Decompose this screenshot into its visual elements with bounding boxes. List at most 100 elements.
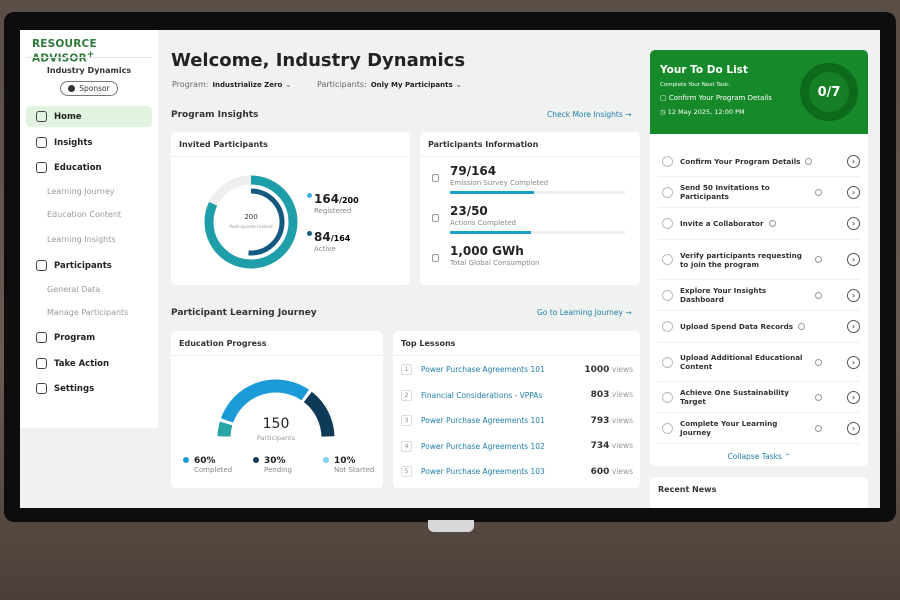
chevron-right-circle-icon[interactable]: › (847, 390, 860, 404)
gauge-segment (220, 379, 309, 423)
lesson-title-link[interactable]: Power Purchase Agreements 102 (421, 441, 545, 451)
active-total: /164 (330, 234, 351, 243)
lesson-views: 600 views (591, 467, 633, 477)
task-item[interactable]: Explore Your Insights Dashboard › (658, 280, 860, 311)
registered-stat: 164/200 Registered (307, 188, 359, 215)
collapse-label: Collapse Tasks (727, 452, 782, 461)
sidebar-item[interactable]: Participants (26, 255, 152, 276)
lesson-row[interactable]: 3 Power Purchase Agreements 101 793 views (401, 415, 633, 426)
help-icon[interactable] (815, 424, 822, 432)
sidebar-item[interactable]: Home (26, 106, 152, 127)
task-item[interactable]: Confirm Your Program Details › (658, 146, 860, 177)
lesson-row[interactable]: 5 Power Purchase Agreements 103 600 views (401, 466, 633, 477)
task-checkbox[interactable] (662, 254, 673, 265)
lesson-title-link[interactable]: Power Purchase Agreements 101 (421, 416, 545, 425)
chevron-right-circle-icon[interactable]: › (847, 421, 860, 435)
sidebar-subitem[interactable]: Manage Participants (47, 308, 129, 317)
help-icon[interactable] (815, 291, 822, 299)
task-checkbox[interactable] (662, 356, 673, 368)
go-to-learning-journey-link[interactable]: Go to Learning Journey → (537, 308, 632, 317)
chevron-right-circle-icon[interactable]: › (847, 185, 860, 199)
lesson-title-link[interactable]: Power Purchase Agreements 103 (421, 467, 545, 476)
task-checkbox[interactable] (662, 218, 673, 229)
chevron-right-circle-icon[interactable]: › (847, 217, 860, 230)
lesson-row[interactable]: 1 Power Purchase Agreements 101 1000 views (401, 364, 633, 375)
screen: RESOURCE ADVISOR+ Industry Dynamics Spon… (20, 30, 880, 508)
next-task[interactable]: ▢ Confirm Your Program Details (660, 94, 772, 102)
lesson-row[interactable]: 4 Power Purchase Agreements 102 734 views (401, 440, 633, 452)
chevron-down-icon: ⌄ (284, 80, 292, 89)
sidebar-item[interactable]: Take Action (26, 353, 152, 374)
sidebar-item-label: Participants (54, 260, 112, 271)
legend-dot (253, 457, 259, 463)
sidebar-item[interactable]: Insights (26, 132, 152, 153)
task-checkbox[interactable] (662, 186, 673, 198)
sidebar-item[interactable]: Settings (26, 378, 152, 399)
sidebar-subitem[interactable]: Education Content (47, 210, 122, 219)
sidebar-item[interactable]: Education (26, 157, 152, 178)
task-item[interactable]: Verify participants requesting to join t… (658, 240, 860, 280)
list-icon (36, 332, 47, 343)
participants-icon (36, 260, 47, 271)
task-checkbox[interactable] (662, 155, 673, 167)
task-item[interactable]: Achieve One Sustainability Target › (658, 382, 860, 413)
program-filter[interactable]: Program: Industrialize Zero ⌄ (172, 80, 292, 89)
task-checkbox[interactable] (662, 289, 673, 301)
sidebar-item[interactable]: Program (26, 327, 152, 348)
lesson-title-link[interactable]: Financial Considerations - VPPAs (421, 390, 543, 400)
lesson-views: 1000 views (584, 365, 633, 375)
todo-header: Your To Do List Complete Your Next Task:… (650, 50, 868, 134)
gauge-segment (303, 391, 335, 437)
task-checkbox[interactable] (662, 321, 673, 332)
registered-arc (204, 175, 298, 269)
help-icon[interactable] (768, 220, 776, 227)
collapse-tasks-button[interactable]: Collapse Tasks ⌃ (650, 452, 868, 461)
task-count: 0/7 (817, 84, 841, 100)
task-item[interactable]: Upload Spend Data Records › (658, 311, 860, 343)
legend-dot (307, 231, 312, 236)
legend-dot (307, 193, 312, 198)
legend-pct: 30% (264, 456, 286, 466)
sidebar-item-label: Insights (54, 137, 93, 148)
clock-icon: ◷ (660, 108, 668, 116)
help-icon[interactable] (815, 256, 822, 263)
help-icon[interactable] (798, 323, 806, 330)
logo[interactable]: RESOURCE ADVISOR+ (32, 38, 158, 65)
clipboard-icon: ▢ (660, 94, 669, 102)
help-icon[interactable] (815, 358, 822, 366)
chevron-right-circle-icon[interactable]: › (847, 154, 860, 168)
lesson-row[interactable]: 2 Financial Considerations - VPPAs 803 vie… (401, 389, 633, 401)
chevron-right-circle-icon[interactable]: › (847, 320, 860, 333)
sidebar-item-label: Education (54, 162, 102, 173)
task-item[interactable]: Send 50 Invitations to Participants › (658, 177, 860, 208)
logo-text: RESOURCE ADVISOR (32, 38, 97, 65)
info-label: Total Global Consumption (450, 259, 540, 267)
participants-value: Only My Participants (370, 81, 453, 89)
chevron-right-circle-icon[interactable]: › (847, 253, 860, 266)
book-icon (36, 162, 47, 173)
due-date-text: 12 May 2025, 12:00 PM (667, 108, 745, 116)
sidebar-item-label: Program (54, 332, 96, 343)
task-item[interactable]: Invite a Collaborator › (658, 208, 860, 240)
task-item[interactable]: Upload Additional Educational Content › (658, 343, 860, 382)
sidebar-subitem[interactable]: General Data (47, 285, 101, 294)
task-checkbox[interactable] (662, 422, 673, 434)
lesson-rank: 2 (401, 389, 412, 401)
task-label: Confirm Your Program Details (680, 156, 801, 166)
sidebar-subitem[interactable]: Learning Journey (47, 187, 115, 196)
task-checkbox[interactable] (662, 391, 673, 403)
chevron-right-circle-icon[interactable]: › (847, 355, 860, 369)
participants-filter[interactable]: Participants: Only My Participants ⌄ (317, 80, 462, 89)
chevron-right-circle-icon[interactable]: › (847, 288, 860, 302)
help-icon[interactable] (815, 188, 822, 196)
task-label: Send 50 Invitations to Participants (680, 183, 770, 201)
lesson-title-link[interactable]: Power Purchase Agreements 101 (421, 365, 545, 374)
help-icon[interactable] (805, 157, 813, 165)
registered-label: Registered (314, 207, 352, 215)
lesson-rank: 4 (401, 440, 412, 452)
invited-participants-card: Invited Participants 200 Participants In… (171, 132, 410, 285)
task-item[interactable]: Complete Your Learning Journey › (658, 413, 860, 444)
help-icon[interactable] (815, 393, 822, 401)
check-more-insights-link[interactable]: Check More Insights → (547, 110, 631, 119)
sidebar-subitem[interactable]: Learning Insights (47, 235, 116, 244)
